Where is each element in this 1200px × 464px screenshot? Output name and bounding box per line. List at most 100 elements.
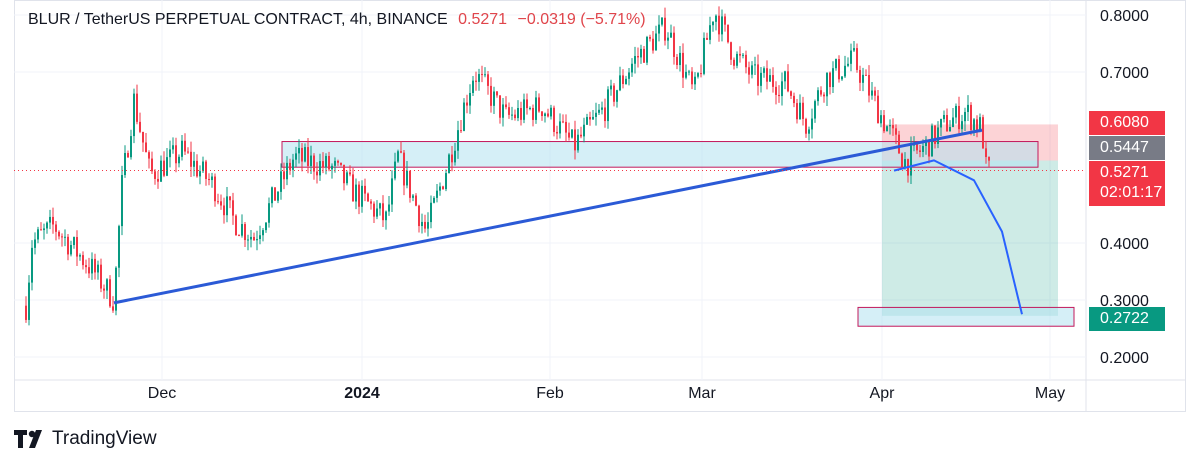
candle-body [403,152,405,186]
candle-body [427,222,429,229]
candle-body [508,107,510,115]
chart-area[interactable]: 0.8000 0.7000 0.4000 0.3000 0.2000 Dec 2024 Feb… [14,0,1186,412]
candle-body [400,151,402,153]
candle-body [625,78,627,85]
candle-body [901,153,903,168]
candle-body [661,17,663,25]
candle-body [151,158,153,172]
candle-body [145,142,147,153]
candle-body [244,224,246,241]
y-tick-label: 0.8000 [1100,8,1149,25]
candle-body [529,107,531,109]
candle-body [766,68,768,82]
candle-body [163,160,165,176]
candle-body [379,203,381,209]
candle-body [259,235,261,240]
projection-curve [893,159,1023,315]
candle-body [838,59,840,80]
candle-body [397,151,399,162]
candle-body [481,74,483,76]
last-price-label: 0.5271 [458,11,508,28]
candle-body [286,162,288,180]
candle-body [466,102,468,106]
candle-body [361,185,363,207]
candle-body [121,175,123,227]
candle-body [757,64,759,86]
candle-body [871,90,873,96]
candle-body [571,129,573,138]
candle-body [88,267,90,274]
candle-body [235,215,237,236]
candle-body [448,154,450,174]
candle-body [577,134,579,151]
candle-body [895,128,897,135]
candle-body [724,16,726,25]
candle-body [892,125,894,129]
candle-body [808,129,810,134]
candle-body [940,119,942,128]
candle-body [265,222,267,231]
candle-body [736,53,738,66]
candle-body [211,176,213,181]
candle-body [301,147,303,162]
candle-body [691,71,693,85]
candle-body [820,90,822,95]
price-chart[interactable]: 0.8000 0.7000 0.4000 0.3000 0.2000 Dec 2024 Feb… [14,0,1186,412]
candle-body [718,15,720,35]
symbol-title[interactable]: BLUR / TetherUS PERPETUAL CONTRACT, 4h, … [28,11,448,28]
candle-body [886,126,888,132]
candle-body [484,74,486,76]
candle-body [829,72,831,88]
tradingview-brand[interactable]: TradingView [14,428,157,450]
candle-body [493,91,495,106]
chart-header: BLUR / TetherUS PERPETUAL CONTRACT, 4h, … [28,11,646,29]
candle-body [307,147,309,166]
candle-body [970,104,972,131]
candle-body [985,148,987,158]
candle-body [739,53,741,56]
candle-body [733,59,735,66]
candle-body [187,151,189,153]
candle-body [232,200,234,216]
candle-body [817,90,819,102]
candle-body [922,146,924,152]
candle-body [157,178,159,182]
candle-body [199,171,201,177]
candle-body [52,216,54,225]
candle-body [433,197,435,203]
candle-body [175,145,177,164]
candle-body [142,131,144,143]
candle-body [778,94,780,97]
candle-body [700,73,702,75]
candle-body [442,186,444,190]
candle-body [319,161,321,176]
candle-body [919,150,921,152]
candle-body [517,108,519,119]
candle-body [58,231,60,237]
candle-body [67,236,69,255]
candle-body [841,76,843,80]
candle-body [664,17,666,41]
candle-body [616,90,618,102]
candle-body [883,115,885,132]
candle-body [358,184,360,207]
candle-body [832,68,834,88]
candle-body [112,306,114,311]
candle-body [538,97,540,112]
candle-body [541,111,543,117]
candle-body [580,134,582,137]
candle-body [859,69,861,83]
candle-body [214,176,216,202]
candle-body [220,201,222,206]
candle-body [229,196,231,201]
candle-body [622,75,624,85]
x-tick-label: May [1035,385,1065,402]
candle-body [574,129,576,151]
candle-body [388,204,390,212]
candle-body [586,117,588,125]
candle-body [988,157,990,161]
candle-body [316,171,318,176]
candle-body [652,38,654,51]
candle-body [346,172,348,184]
candle-body [451,154,453,163]
